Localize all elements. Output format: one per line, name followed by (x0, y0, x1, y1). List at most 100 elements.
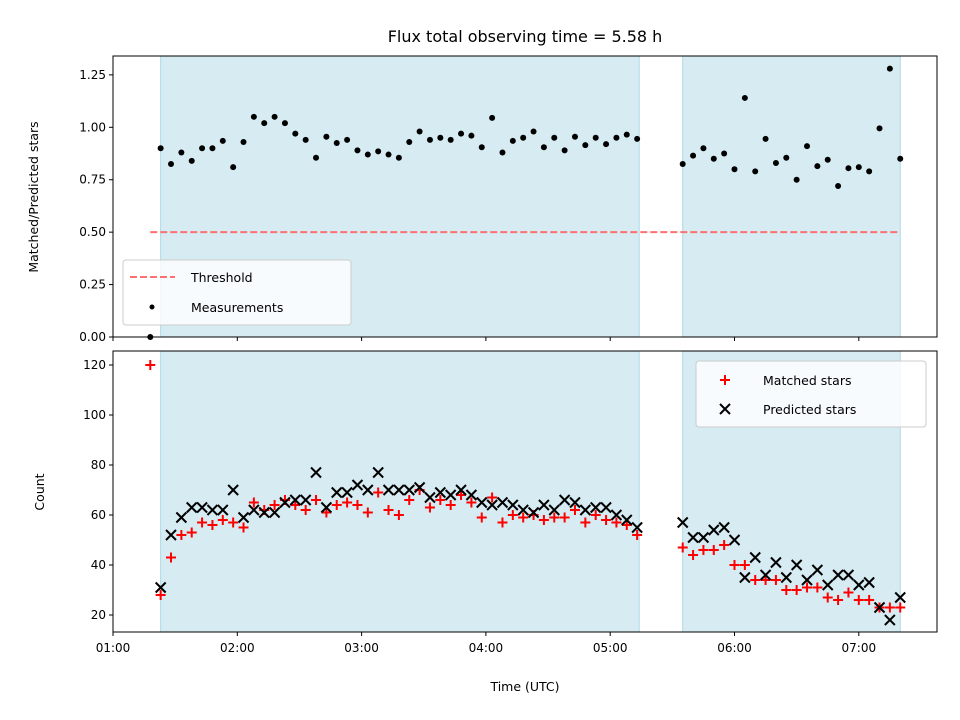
predicted-stars-point (434, 486, 447, 499)
matched-stars-point (476, 512, 487, 523)
matched-stars-point (739, 560, 750, 570)
predicted-stars-point (289, 494, 302, 506)
predicted-stars-point (728, 534, 741, 546)
matched-stars-point (321, 507, 332, 518)
matched-stars-point (719, 540, 730, 550)
legend-matched-swatch (720, 375, 730, 385)
matched-stars-point (601, 515, 612, 525)
predicted-stars-point (393, 484, 405, 496)
predicted-stars-point (331, 486, 343, 499)
measurement-point (281, 120, 288, 127)
measurement-point (292, 130, 299, 137)
predicted-stars-point (424, 491, 436, 504)
matched-stars-point (884, 602, 895, 613)
measurement-point (468, 132, 475, 139)
measurement-point (188, 157, 195, 164)
x-tick-label: 05:00 (593, 641, 628, 655)
predicted-stars-point (455, 484, 467, 496)
legend-predicted-label: Predicted stars (763, 402, 856, 417)
predicted-stars-point (558, 494, 571, 506)
predicted-stars-point (708, 524, 720, 536)
legend-measurement-swatch (149, 304, 155, 310)
measurement-point (582, 142, 589, 149)
predicted-stars-point (507, 499, 519, 511)
x-tick-label: 03:00 (344, 641, 379, 655)
axes-frame (112, 55, 938, 338)
predicted-stars-point (496, 496, 509, 509)
measurement-point (731, 166, 738, 173)
measurement-point (458, 130, 465, 137)
matched-stars-point (311, 495, 322, 505)
measurement-point (406, 138, 413, 145)
measurement-point (700, 145, 707, 152)
x-tick-label: 02:00 (220, 641, 255, 655)
predicted-stars-point (299, 494, 312, 506)
measurement-point (551, 134, 558, 141)
measurement-point (219, 137, 226, 144)
predicted-stars-point (465, 489, 478, 501)
predicted-stars-point (227, 484, 239, 496)
matched-stars-point (207, 520, 218, 530)
measurement-point (426, 136, 433, 143)
matched-stars-point (621, 520, 632, 530)
matched-stars-point (166, 552, 177, 563)
measurement-point (354, 147, 361, 154)
y-tick-label: 0.50 (79, 225, 106, 239)
matched-stars-point (518, 512, 529, 523)
count-panel: 20 40 60 80 100 120 01:00 02:00 03:00 04:00 05:00 0… (83, 350, 938, 655)
measurement-point (437, 134, 444, 141)
measurement-point (333, 140, 340, 147)
predicted-stars-point (279, 496, 291, 509)
predicted-stars-point (382, 484, 395, 496)
matched-stars-point (549, 512, 560, 523)
matched-stars-point (404, 495, 415, 505)
measurement-point (364, 151, 371, 158)
matched-stars-point (487, 492, 498, 503)
x-tick-label: 06:00 (717, 641, 752, 655)
predicted-stars-point (811, 564, 824, 576)
predicted-stars-point (258, 506, 270, 519)
matched-stars-point (822, 592, 833, 603)
predicted-stars-point (589, 501, 602, 514)
predicted-stars-point (842, 569, 855, 581)
matched-stars-point (186, 527, 197, 538)
measurement-point (835, 183, 842, 190)
measurement-point (690, 152, 697, 159)
measurement-point (313, 154, 320, 161)
measurement-point (710, 155, 717, 162)
matched-stars-point (802, 582, 813, 593)
matched-stars-point (393, 510, 404, 520)
matched-stars-point (760, 575, 771, 585)
predicted-stars-point (527, 506, 540, 519)
matched-stars-point (833, 595, 844, 605)
measurement-point (478, 144, 485, 151)
legend-threshold-label: Threshold (190, 270, 253, 285)
predicted-stars-point (579, 504, 592, 516)
matched-stars-point (155, 590, 166, 600)
legend-predicted-swatch (719, 403, 731, 415)
measurement-point (240, 138, 247, 145)
y-tick-label: 60 (91, 508, 106, 522)
predicted-stars-point (341, 486, 353, 499)
matched-stars-point (843, 587, 854, 598)
measurement-point (271, 113, 278, 120)
predicted-stars-point (687, 531, 699, 544)
predicted-stars-point (310, 466, 322, 479)
matched-stars-point (238, 522, 249, 533)
y-tick-label: 20 (91, 608, 106, 622)
y-tick-label: 100 (83, 408, 106, 422)
predicted-stars-point (186, 501, 198, 514)
predicted-stars-point (444, 489, 457, 501)
measurement-point (603, 141, 610, 148)
measurement-point (157, 145, 164, 152)
x-tick-label: 07:00 (842, 641, 877, 655)
y-tick-label: 0.75 (79, 173, 106, 187)
measurement-point (741, 94, 748, 101)
predicted-stars-point (351, 479, 364, 491)
predicted-stars-point (517, 504, 529, 516)
predicted-stars-point (770, 556, 782, 569)
matched-stars-point (383, 505, 394, 515)
predicted-stars-point (832, 569, 844, 581)
measurement-point (634, 135, 641, 142)
